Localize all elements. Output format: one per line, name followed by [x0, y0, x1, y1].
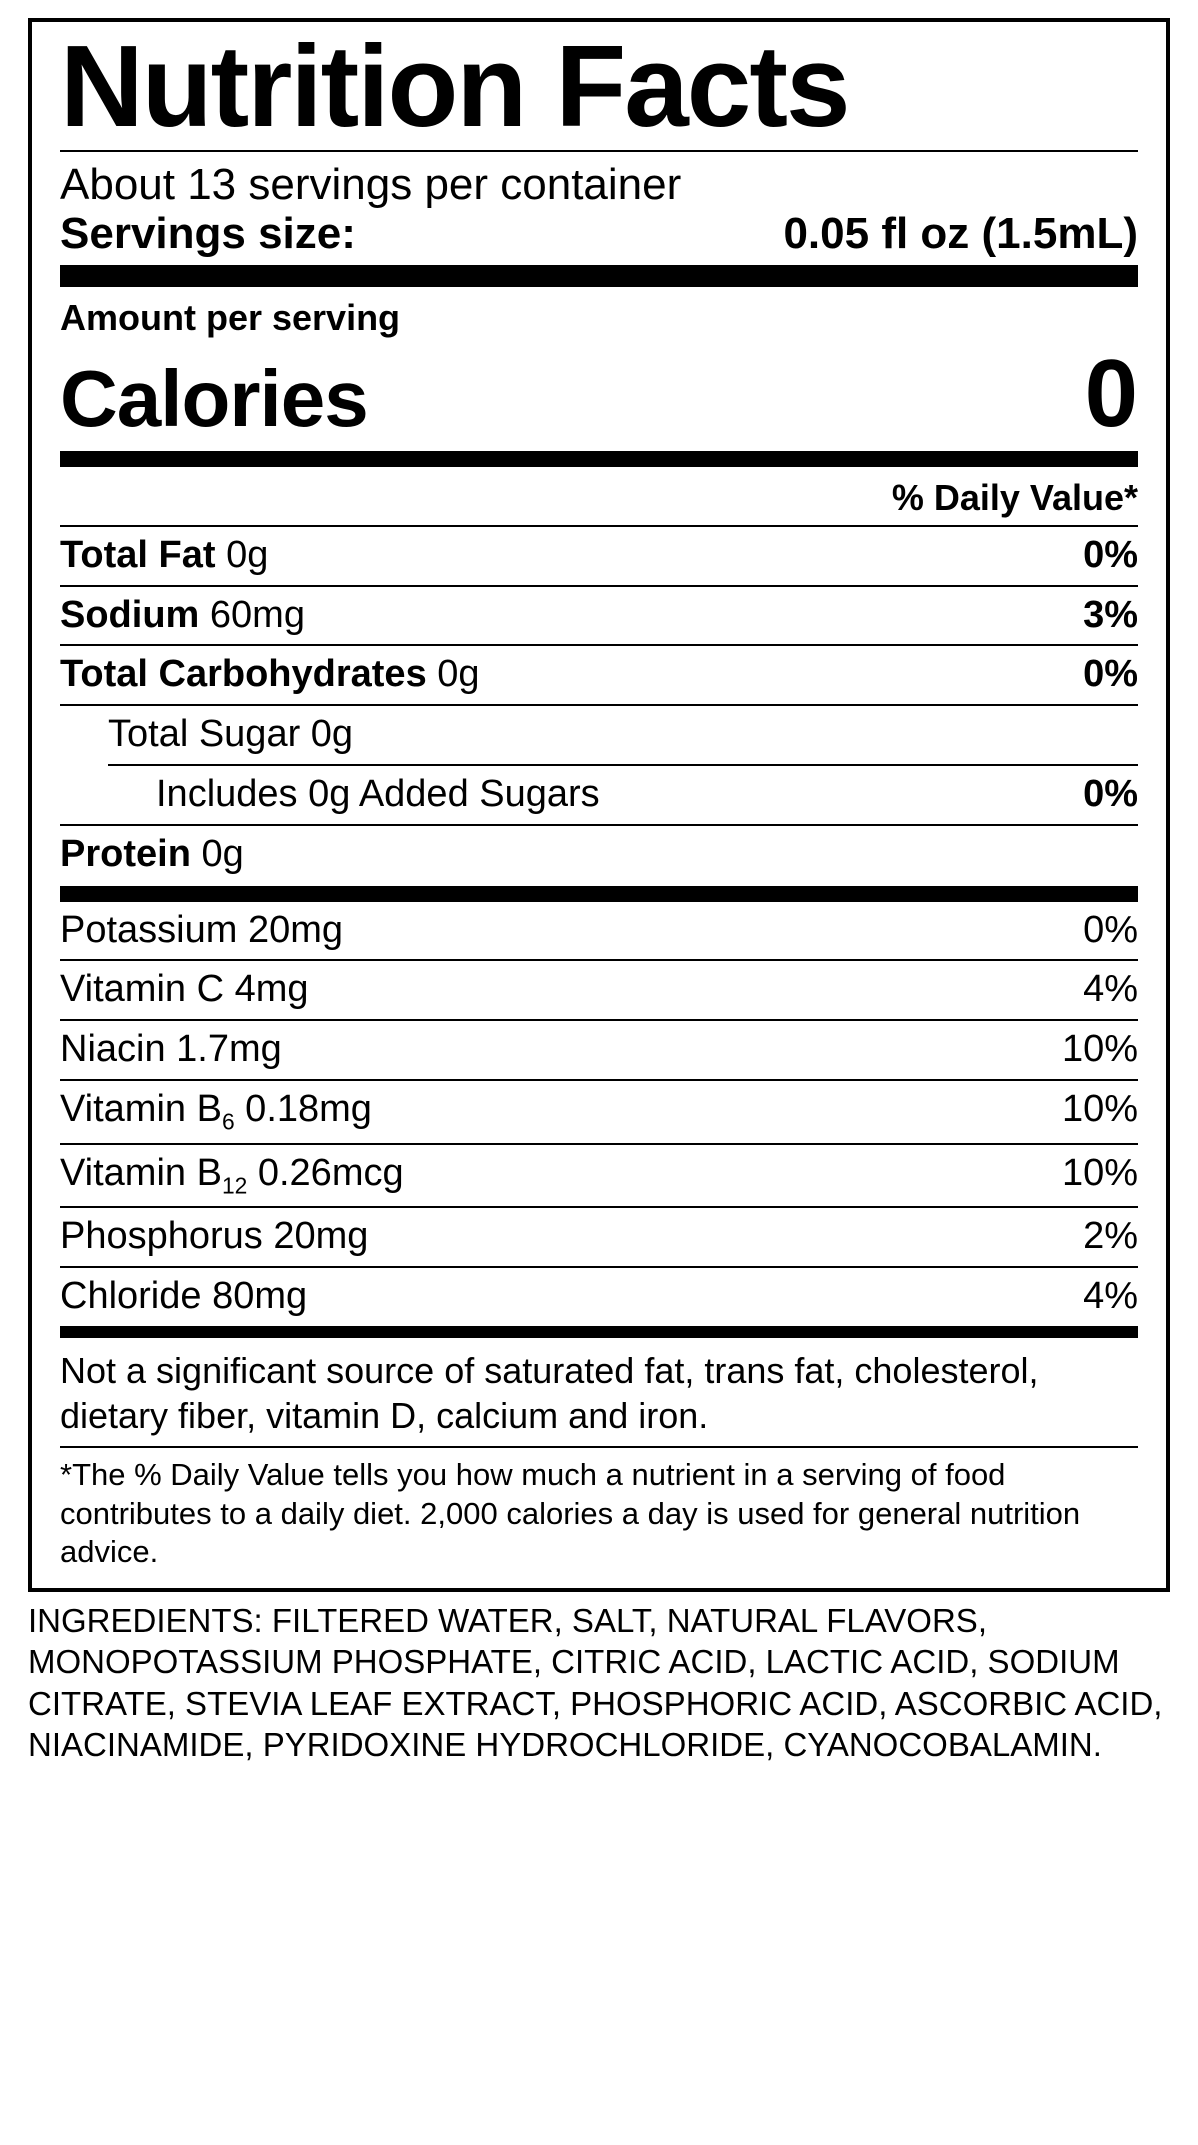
nutrient-left: Sodium 60mg: [60, 595, 305, 637]
micronutrient-left: Vitamin C 4mg: [60, 969, 309, 1011]
nutrition-facts-panel: Nutrition Facts About 13 servings per co…: [28, 18, 1170, 1592]
nutrient-amount: 0g: [226, 534, 268, 576]
ingredients-label: INGREDIENTS:: [28, 1602, 263, 1639]
nutrient-row: Protein 0g: [60, 824, 1138, 884]
subscript: 6: [222, 1109, 235, 1135]
nutrient-dv: 0%: [1083, 654, 1138, 696]
micronutrient-row: Niacin 1.7mg 10%: [60, 1019, 1138, 1079]
micronutrient-row: Vitamin B12 0.26mcg 10%: [60, 1143, 1138, 1207]
nutrient-label: Sodium: [60, 594, 210, 636]
nutrient-left: Includes 0g Added Sugars: [60, 774, 600, 816]
micronutrient-row: Vitamin C 4mg 4%: [60, 959, 1138, 1019]
serving-size-value: 0.05 fl oz (1.5mL): [783, 210, 1138, 258]
main-nutrients-section: Total Fat 0g 0% Sodium 60mg 3% Total Carbohy…: [60, 525, 1138, 884]
ingredients-block: INGREDIENTS: FILTERED WATER, SALT, NATUR…: [28, 1600, 1170, 1765]
micronutrient-dv: 10%: [1062, 1029, 1138, 1071]
calories-label: Calories: [60, 353, 368, 445]
nutrient-label: Total Fat: [60, 534, 226, 576]
micronutrient-dv: 0%: [1083, 910, 1138, 952]
micronutrient-dv: 4%: [1083, 969, 1138, 1011]
micronutrient-row: Chloride 80mg 4%: [60, 1266, 1138, 1326]
micronutrient-dv: 10%: [1062, 1089, 1138, 1135]
nutrient-dv: 0%: [1083, 535, 1138, 577]
micro-nutrients-section: Potassium 20mg 0% Vitamin C 4mg 4% Niacin 1.…: [60, 902, 1138, 1326]
micronutrient-left: Niacin 1.7mg: [60, 1029, 282, 1071]
thick-bar-1: [60, 265, 1138, 287]
daily-value-footnote: *The % Daily Value tells you how much a …: [60, 1446, 1138, 1572]
panel-title: Nutrition Facts: [60, 22, 1138, 148]
nutrient-row: Sodium 60mg 3%: [60, 585, 1138, 645]
subscript: 12: [222, 1172, 247, 1198]
micronutrient-left: Chloride 80mg: [60, 1276, 307, 1318]
serving-size-label: Servings size:: [60, 210, 356, 258]
micronutrient-left: Vitamin B6 0.18mg: [60, 1089, 372, 1135]
nutrient-label: Total Carbohydrates: [60, 653, 437, 695]
insignificant-note: Not a significant source of saturated fa…: [60, 1338, 1138, 1446]
nutrient-left: Protein 0g: [60, 834, 244, 876]
micronutrient-row: Phosphorus 20mg 2%: [60, 1206, 1138, 1266]
nutrient-row: Includes 0g Added Sugars 0%: [60, 766, 1138, 824]
nutrient-left: Total Carbohydrates 0g: [60, 654, 480, 696]
amount-per-serving: Amount per serving: [60, 297, 1138, 339]
daily-value-header: % Daily Value*: [60, 467, 1138, 525]
nutrient-row: Total Carbohydrates 0g 0%: [60, 644, 1138, 704]
micronutrient-left: Phosphorus 20mg: [60, 1216, 368, 1258]
nutrient-row: Total Sugar 0g: [60, 704, 1138, 764]
micronutrient-row: Potassium 20mg 0%: [60, 902, 1138, 960]
micronutrient-row: Vitamin B6 0.18mg 10%: [60, 1079, 1138, 1143]
nutrient-amount: 0g: [437, 653, 479, 695]
micronutrient-left: Potassium 20mg: [60, 910, 343, 952]
calories-value: 0: [1085, 339, 1138, 449]
nutrient-label: Protein: [60, 833, 201, 875]
serving-size-row: Servings size: 0.05 fl oz (1.5mL): [60, 210, 1138, 258]
micronutrient-dv: 4%: [1083, 1276, 1138, 1318]
nutrient-amount: 0g: [201, 833, 243, 875]
nutrient-amount: 60mg: [210, 594, 305, 636]
nutrient-row: Total Fat 0g 0%: [60, 525, 1138, 585]
nutrient-left: Total Sugar 0g: [60, 714, 353, 756]
nutrient-dv: 0%: [1083, 774, 1138, 816]
servings-per-container: About 13 servings per container: [60, 160, 1138, 211]
thick-bar-4: [60, 1326, 1138, 1338]
thick-bar-2: [60, 451, 1138, 467]
micronutrient-dv: 2%: [1083, 1216, 1138, 1258]
nutrient-left: Total Fat 0g: [60, 535, 268, 577]
micronutrient-dv: 10%: [1062, 1153, 1138, 1199]
nutrient-dv: 3%: [1083, 595, 1138, 637]
calories-row: Calories 0: [60, 339, 1138, 449]
micronutrient-left: Vitamin B12 0.26mcg: [60, 1153, 404, 1199]
thick-bar-3: [60, 886, 1138, 902]
